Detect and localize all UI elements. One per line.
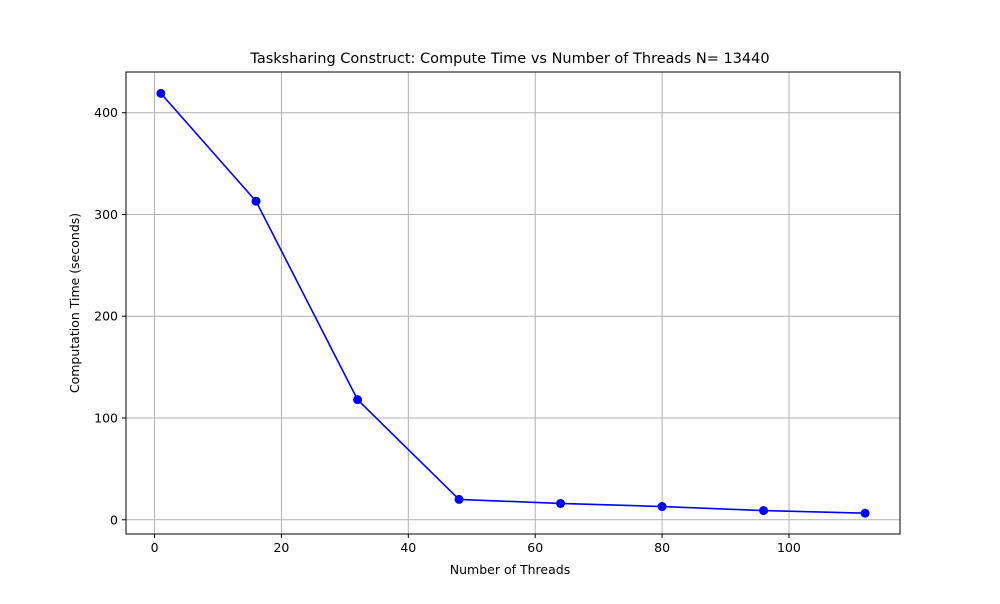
data-point bbox=[657, 502, 667, 512]
y-tick-label: 100 bbox=[94, 410, 118, 425]
grid-layer bbox=[126, 72, 900, 534]
data-point bbox=[759, 506, 769, 516]
x-tick-label: 60 bbox=[527, 540, 543, 555]
y-tick-label: 400 bbox=[94, 105, 118, 120]
x-tick-label: 100 bbox=[777, 540, 801, 555]
tick-layer: 0 20 40 60 80 100 0 100 200 300 400 bbox=[94, 105, 801, 555]
y-tick-label: 300 bbox=[94, 207, 118, 222]
axes-frame bbox=[125, 71, 901, 535]
data-point bbox=[860, 508, 870, 518]
y-axis-label: Computation Time (seconds) bbox=[67, 213, 82, 393]
series-line bbox=[160, 92, 866, 514]
y-tick-label: 200 bbox=[94, 309, 118, 324]
chart-title: Tasksharing Construct: Compute Time vs N… bbox=[249, 51, 769, 67]
x-tick-label: 80 bbox=[654, 540, 670, 555]
data-point bbox=[556, 498, 566, 508]
x-tick-label: 0 bbox=[151, 540, 159, 555]
y-tick-label: 0 bbox=[110, 512, 118, 527]
data-point bbox=[156, 88, 166, 98]
data-point bbox=[454, 494, 464, 504]
data-point bbox=[353, 395, 363, 405]
data-point bbox=[251, 196, 261, 206]
x-tick-label: 40 bbox=[400, 540, 416, 555]
series-layer bbox=[156, 88, 870, 518]
x-axis-label: Number of Threads bbox=[450, 562, 570, 577]
x-tick-label: 20 bbox=[273, 540, 289, 555]
